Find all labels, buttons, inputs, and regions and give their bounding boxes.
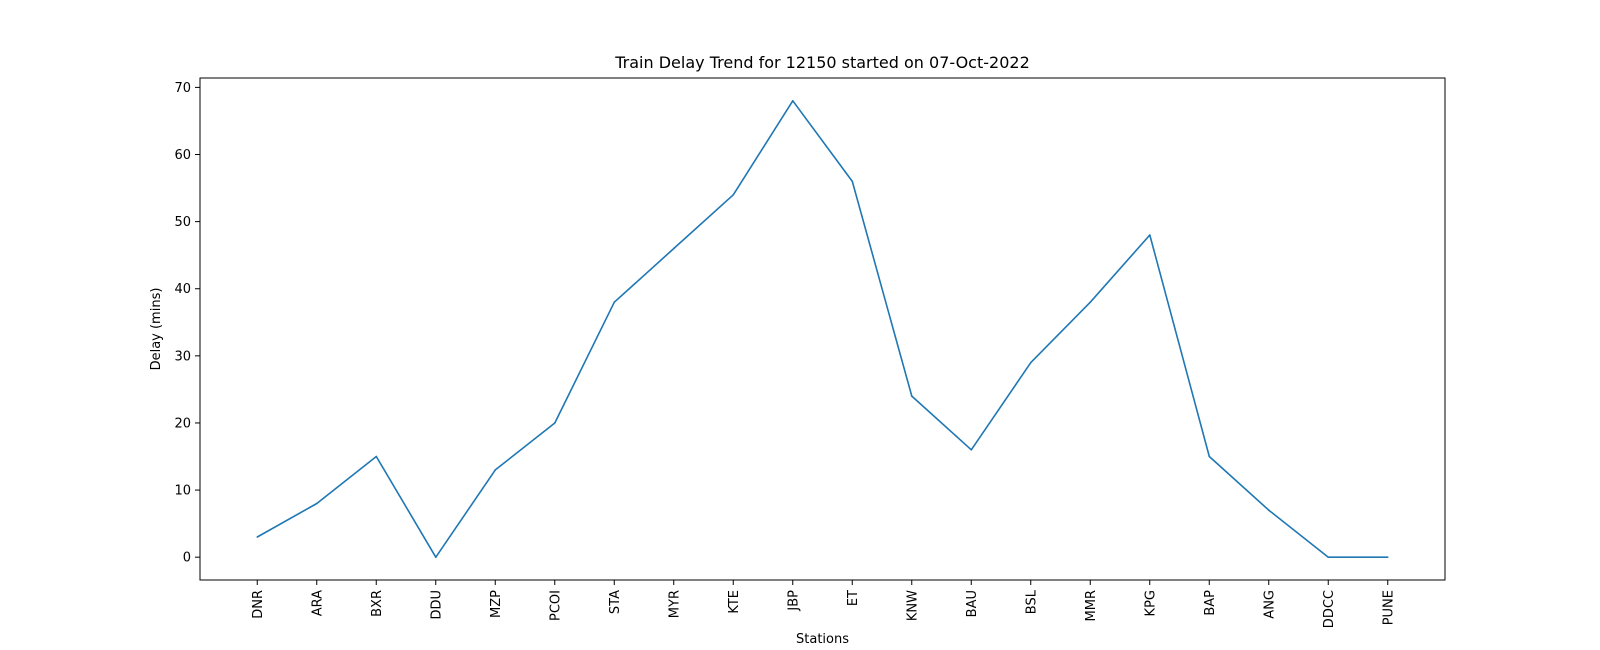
data-point: [970, 449, 973, 451]
data-point: [1029, 361, 1032, 364]
series-line: [256, 100, 1388, 559]
x-tick-label: ANG: [1262, 590, 1277, 619]
x-axis: DNR ARA BXR DDU MZP PCOI STA MYR KTE JBP ET KNW BAU B…: [251, 580, 1396, 628]
y-tick-label: 70: [174, 81, 191, 96]
y-axis-label: Delay (mins): [149, 288, 164, 371]
x-tick-label: BXR: [370, 590, 385, 617]
data-point: [1267, 509, 1270, 512]
y-axis: 0 10 20 30 40 50 60 70: [174, 81, 200, 566]
x-tick-label: KPG: [1143, 590, 1158, 616]
x-tick-label: ET: [846, 590, 861, 606]
x-tick-label: MZP: [489, 590, 504, 618]
y-tick-label: 60: [174, 148, 191, 163]
data-point: [375, 455, 378, 458]
data-point: [315, 502, 318, 505]
data-point: [732, 193, 735, 196]
data-point: [494, 469, 497, 471]
plot-frame: [199, 77, 1446, 581]
x-tick-label: PUNE: [1381, 590, 1396, 625]
x-tick-label: DDCC: [1322, 590, 1337, 628]
x-tick-label: MMR: [1084, 590, 1099, 621]
x-tick-label: DNR: [251, 590, 266, 619]
data-point: [256, 536, 259, 538]
data-point: [1089, 301, 1092, 303]
x-tick-label: KNW: [905, 590, 920, 621]
y-tick-label: 0: [183, 551, 191, 566]
data-point: [791, 100, 794, 102]
x-tick-label: BSL: [1024, 589, 1039, 614]
data-point: [613, 301, 616, 303]
data-point: [1148, 234, 1151, 236]
data-point: [672, 247, 675, 250]
data-point: [1208, 455, 1211, 458]
series-layer: [256, 100, 1389, 559]
x-tick-label: BAP: [1203, 590, 1218, 616]
y-tick-label: 20: [174, 416, 191, 431]
x-tick-label: JBP: [786, 590, 801, 612]
data-point: [851, 180, 854, 183]
x-tick-label: DDU: [429, 590, 444, 620]
data-point: [1386, 556, 1389, 558]
x-tick-label: KTE: [727, 590, 742, 614]
chart-title: Train Delay Trend for 12150 started on 0…: [614, 53, 1030, 72]
data-point: [434, 556, 437, 558]
x-tick-label: ARA: [310, 590, 325, 616]
y-tick-label: 30: [174, 349, 191, 364]
x-tick-label: STA: [608, 590, 623, 614]
x-tick-label: PCOI: [548, 590, 563, 621]
y-tick-label: 10: [174, 484, 191, 499]
data-point: [910, 395, 913, 397]
data-point: [1327, 556, 1330, 558]
y-tick-label: 50: [174, 215, 191, 230]
data-point: [553, 422, 556, 424]
x-tick-label: MYR: [667, 590, 682, 618]
x-tick-label: BAU: [965, 590, 980, 617]
y-tick-label: 40: [174, 282, 191, 297]
x-axis-label: Stations: [796, 632, 849, 647]
